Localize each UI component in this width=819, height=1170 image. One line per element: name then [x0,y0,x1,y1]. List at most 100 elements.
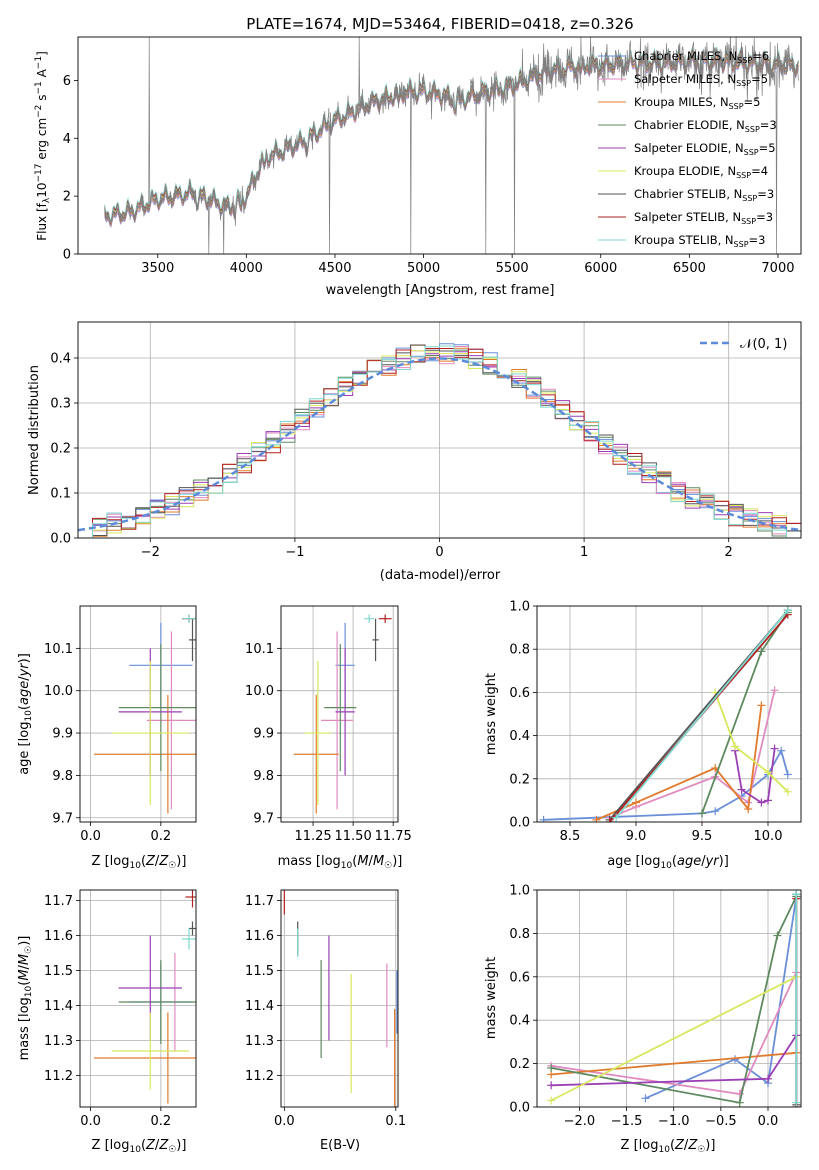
legend-entry-salpeter-miles-n-ssp-5: Salpeter MILES, NSSP=5 [598,72,768,88]
mass-vs-ebv-panel: E(B-V) 0.0 0.1 11.2 11.3 11.4 11.5 11.6 11.7 [245,889,406,1153]
legend-label: 𝒩(0, 1) [740,337,787,352]
errorbar-chabrier-elodie [324,644,357,772]
x-tick-label: 11.75 [375,829,412,844]
x-tick-label: 2 [725,545,733,560]
weight-path [615,609,789,819]
legend-entry-salpeter-elodie-n-ssp-5: Salpeter ELODIE, NSSP=5 [598,141,776,157]
legend-value: =3 [749,233,766,247]
plot-area [281,606,398,822]
gridlines [80,606,196,822]
y-tick-label: 9.7 [253,811,274,826]
axes-frame [79,889,197,1108]
x-tick-label: 5000 [407,261,440,276]
x-tick-label: −2.0 [564,1114,596,1129]
y-tick-label: 9.7 [52,811,73,826]
legend-value: =6 [752,49,769,63]
data-layer [539,606,792,822]
x-tick-label: 11.25 [294,829,331,844]
observed-spectrum [104,37,800,254]
age-vs-mass-panel: mass [log10(M/M☉)] 11.25 11.50 11.75 9.7 9.8… [245,605,412,871]
y-tick-label: 9.9 [52,727,73,742]
massE-xlabel: E(B-V) [320,1138,360,1153]
residual-hist-salpeter-stelib [78,348,801,538]
legend-entry-kroupa-miles-n-ssp-5: Kroupa MILES, NSSP=5 [598,95,760,111]
weight-path [551,1051,797,1076]
y-tick-label: 0.2 [509,772,530,787]
legend-label: Salpeter STELIB, NSSP=3 [634,210,773,226]
ticks: 11.25 11.50 11.75 9.7 9.8 9.9 10.0 10.1 [245,642,412,844]
ageM-xlabel: mass [log10(M/M☉)] [278,854,403,871]
x-tick-label: −1.0 [658,1114,690,1129]
y-tick-label: 0 [63,248,71,263]
axes-frame [79,605,197,823]
legend-label: Chabrier ELODIE, NSSP=3 [634,118,777,134]
weight-line-salpeter-miles [605,686,779,822]
legend-entry-chabrier-elodie-n-ssp-3: Chabrier ELODIE, NSSP=3 [598,118,777,134]
errorbar-kroupa-miles [293,694,339,814]
errorbar-kroupa-miles [94,694,196,814]
weight-path [701,611,789,814]
gridlines [537,890,801,1107]
weight-path [550,896,798,1104]
axes-frame [280,605,399,823]
y-tick-label: 11.7 [44,894,73,909]
y-tick-label: 0.8 [509,643,530,658]
spectrum-xlabel: wavelength [Angstrom, rest frame] [326,283,555,298]
x-tick-label: 0.0 [274,1114,295,1129]
axes-frame [536,889,802,1108]
x-tick-label: 6000 [584,261,617,276]
x-tick-label: 10.0 [754,829,783,844]
errorbar-salpeter-stelib [378,614,392,623]
x-tick-label: 0.1 [385,1114,406,1129]
y-tick-label: 0.4 [509,1014,530,1029]
axes-frame [536,605,802,823]
age-vs-Z-panel: Z [log10(Z/Z☉)] age [log10(age/yr)] 0.0 0… [17,605,197,871]
weight-line-kroupa-stelib [792,890,801,1107]
ticks: −2.0 −1.5 −1.0 −0.5 0.0 0.0 0.2 0.4 0.6 0.8 1.0 [509,884,778,1130]
plot-area [537,890,801,1107]
plot-area [537,606,801,822]
ageZ-ylabel: age [log10(age/yr)] [17,653,34,775]
x-tick-label: −1 [285,545,304,560]
legend-entry-chabrier-miles-n-ssp-6: Chabrier MILES, NSSP=6 [598,49,769,65]
spectrum-panel: wavelength [Angstrom, rest frame] Flux [… [34,36,802,298]
errorbar-kroupa-stelib [364,614,374,623]
y-tick-label: 0.8 [509,927,530,942]
figure-title: PLATE=1674, MJD=53464, FIBERID=0418, z=0… [246,15,633,33]
gridlines [537,606,801,822]
x-tick-label: 5500 [496,261,529,276]
ageZ-xlabel: Z [log10(Z/Z☉)] [92,854,187,871]
errorbar-salpeter-miles [146,631,196,810]
legend-subscript: SSP [742,194,757,203]
legend-entry-kroupa-stelib-n-ssp-3: Kroupa STELIB, NSSP=3 [598,233,765,249]
wAge-xlabel: age [log10(age/yr)] [607,854,729,871]
x-tick-label: 0 [435,545,443,560]
axes-frame [77,36,802,255]
legend-label: Kroupa STELIB, NSSP=3 [634,233,765,249]
data-layer [547,890,801,1107]
y-tick-label: 10.0 [245,684,274,699]
ticks: 0.0 0.2 11.2 11.3 11.4 11.5 11.6 11.7 [44,894,171,1129]
errorbar-kroupa-elodie [305,661,331,806]
y-tick-label: 0.6 [509,686,530,701]
y-tick-label: 0.0 [509,816,530,831]
x-tick-label: 6500 [673,261,706,276]
legend-entry-chabrier-stelib-n-ssp-3: Chabrier STELIB, NSSP=3 [598,187,774,203]
errorbar-salpeter-elodie [335,648,355,776]
errorbar-salpeter-miles [321,631,354,810]
legend-value: =5 [744,95,761,109]
y-tick-label: 9.9 [253,727,274,742]
x-tick-label: −0.5 [705,1114,737,1129]
spectrum-ylabel: Flux [fλ10−17 erg cm−2 s−1 A−1] [34,51,52,241]
x-tick-label: 0.0 [80,829,101,844]
gridlines [80,890,196,1107]
errorbar-kroupa-miles [94,1012,196,1104]
residual-xlabel: (data-model)/error [380,568,501,583]
y-tick-label: 0.1 [50,487,71,502]
y-tick-label: 2 [63,190,71,205]
legend-value: =3 [756,210,773,224]
legend-subscript: SSP [736,171,751,180]
errorbar-chabrier-stelib [188,618,196,662]
legend-entry-salpeter-stelib-n-ssp-3: Salpeter STELIB, NSSP=3 [598,210,773,226]
mass-vs-Z-panel: Z [log10(Z/Z☉)] mass [log10(M/M☉)] 0.0 0.… [17,889,197,1155]
